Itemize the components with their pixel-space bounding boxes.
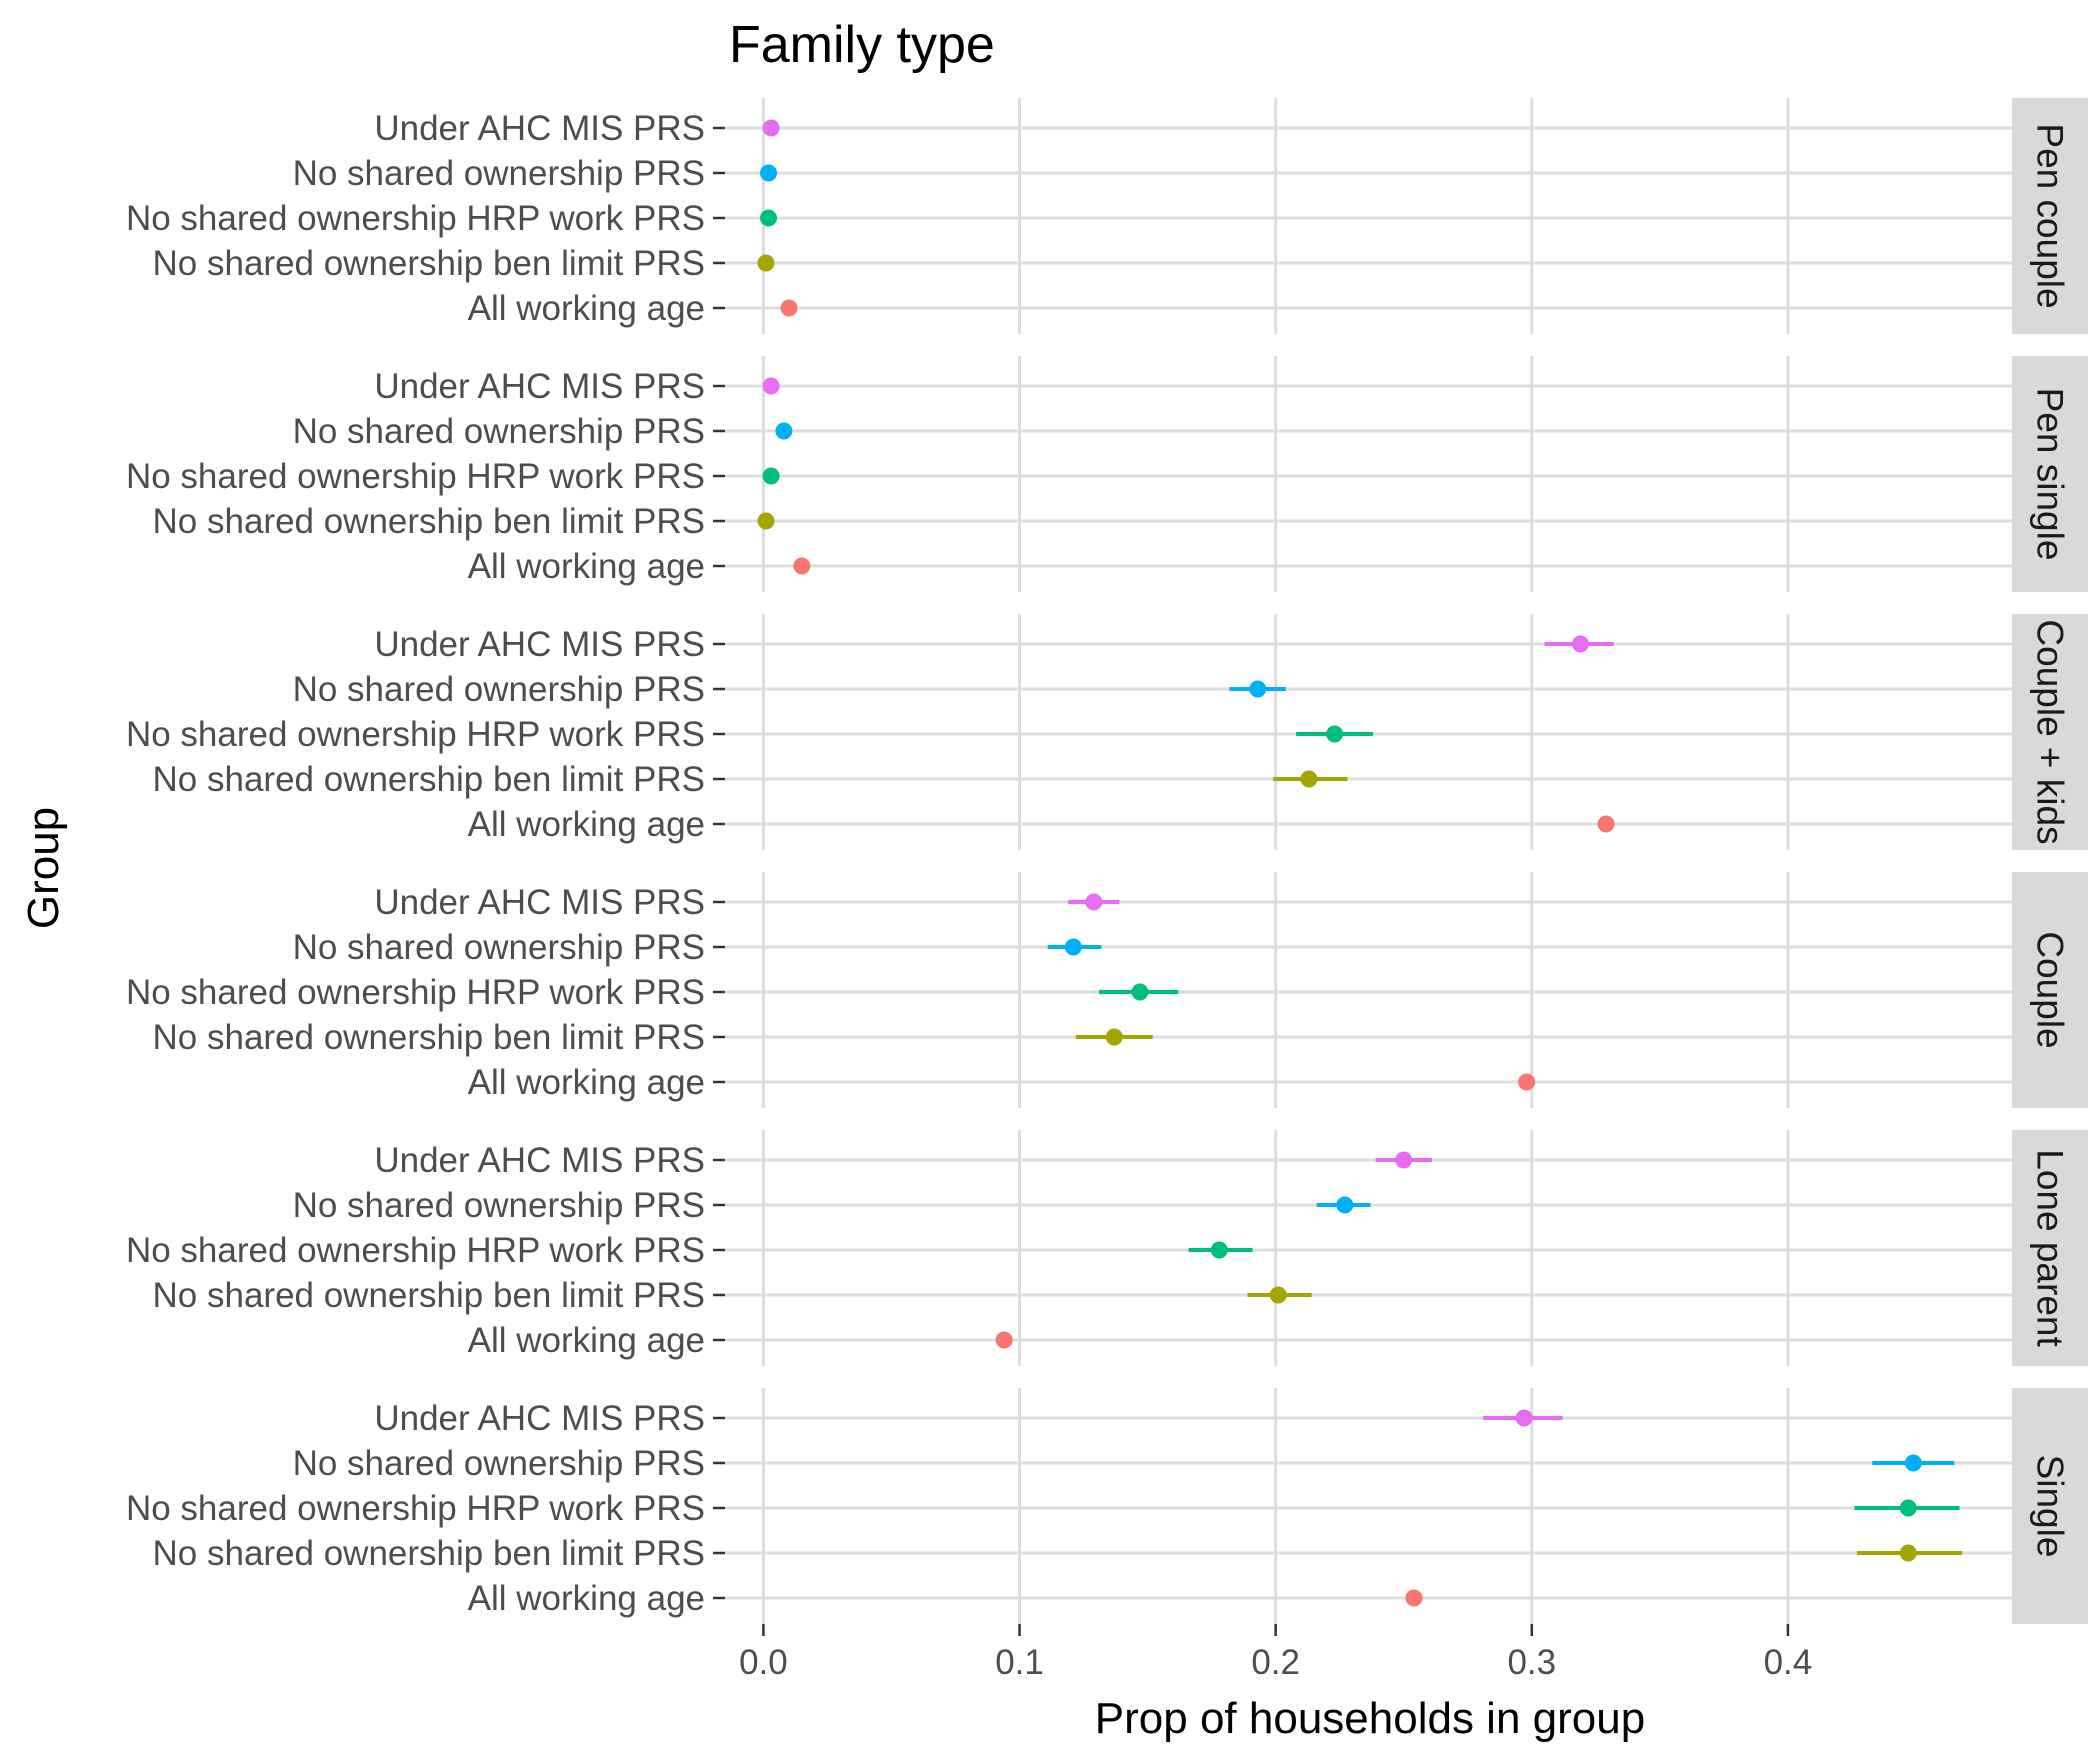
- point-no-shared-ownership-hrp-work-prs: [762, 467, 780, 485]
- y-tick-label: All working age: [468, 547, 705, 586]
- point-all-working-age: [780, 299, 798, 317]
- point-no-shared-ownership-prs: [775, 422, 793, 440]
- point-no-shared-ownership-prs: [1249, 680, 1267, 698]
- point-no-shared-ownership-hrp-work-prs: [1131, 983, 1149, 1001]
- y-tick-label: No shared ownership ben limit PRS: [153, 760, 705, 799]
- facet-strip-label: Couple: [2030, 931, 2071, 1048]
- point-no-shared-ownership-prs: [1336, 1196, 1354, 1214]
- point-under-ahc-mis-prs: [762, 119, 780, 137]
- y-tick-label: All working age: [468, 1321, 705, 1360]
- point-under-ahc-mis-prs: [1085, 893, 1103, 911]
- facet-strip: [2012, 614, 2088, 850]
- point-no-shared-ownership-prs: [1904, 1454, 1922, 1472]
- point-no-shared-ownership-ben-limit-prs: [1105, 1028, 1123, 1046]
- point-all-working-age: [793, 557, 811, 575]
- point-no-shared-ownership-hrp-work-prs: [760, 209, 778, 227]
- y-tick-label: No shared ownership PRS: [293, 1444, 705, 1483]
- x-tick-label: 0.1: [995, 1643, 1044, 1682]
- y-tick-label: No shared ownership PRS: [293, 154, 705, 193]
- y-tick-label: All working age: [468, 1579, 705, 1618]
- facet-strip: [2012, 1130, 2088, 1366]
- facet-strip-label: Couple + kids: [2030, 619, 2071, 844]
- facet-panels: Under AHC MIS PRS No shared ownership PRS…: [126, 98, 2088, 1624]
- y-axis-title: Group: [19, 807, 68, 929]
- point-no-shared-ownership-ben-limit-prs: [757, 254, 775, 272]
- facet-strip: [2012, 872, 2088, 1108]
- point-all-working-age: [995, 1331, 1013, 1349]
- panel-background: [725, 356, 2012, 592]
- facet-couple-kids: Under AHC MIS PRS No shared ownership PRS…: [126, 614, 2088, 850]
- facet-pen-single: Under AHC MIS PRS No shared ownership PRS…: [126, 356, 2088, 592]
- facet-couple: Under AHC MIS PRS No shared ownership PRS…: [126, 872, 2088, 1108]
- x-axis: 0.0 0.1 0.2 0.3 0.4: [739, 1624, 1812, 1682]
- y-tick-label: No shared ownership PRS: [293, 928, 705, 967]
- facet-strip-label: Pen single: [2030, 388, 2071, 561]
- y-tick-label: Under AHC MIS PRS: [374, 625, 705, 664]
- point-under-ahc-mis-prs: [1571, 635, 1589, 653]
- y-tick-label: No shared ownership ben limit PRS: [153, 1534, 705, 1573]
- point-no-shared-ownership-ben-limit-prs: [1300, 770, 1318, 788]
- point-all-working-age: [1405, 1589, 1423, 1607]
- point-no-shared-ownership-hrp-work-prs: [1326, 725, 1344, 743]
- panel-background: [725, 98, 2012, 334]
- facet-pen-couple: Under AHC MIS PRS No shared ownership PRS…: [126, 98, 2088, 334]
- x-tick-label: 0.3: [1507, 1643, 1556, 1682]
- y-tick-label: No shared ownership HRP work PRS: [126, 715, 705, 754]
- point-no-shared-ownership-ben-limit-prs: [1899, 1544, 1917, 1562]
- y-tick-label: All working age: [468, 289, 705, 328]
- x-tick-label: 0.4: [1764, 1643, 1813, 1682]
- y-tick-label: All working age: [468, 1063, 705, 1102]
- point-all-working-age: [1597, 815, 1615, 833]
- x-tick-label: 0.2: [1251, 1643, 1300, 1682]
- y-tick-label: No shared ownership HRP work PRS: [126, 1489, 705, 1528]
- y-tick-label: No shared ownership HRP work PRS: [126, 199, 705, 238]
- facet-strip: [2012, 1388, 2088, 1624]
- panel-background: [725, 1130, 2012, 1366]
- x-axis-title: Prop of households in group: [1095, 1694, 1645, 1743]
- y-tick-label: No shared ownership HRP work PRS: [126, 973, 705, 1012]
- y-tick-label: Under AHC MIS PRS: [374, 367, 705, 406]
- y-tick-label: Under AHC MIS PRS: [374, 883, 705, 922]
- point-no-shared-ownership-hrp-work-prs: [1899, 1499, 1917, 1517]
- y-tick-label: Under AHC MIS PRS: [374, 1399, 705, 1438]
- y-tick-label: No shared ownership HRP work PRS: [126, 457, 705, 496]
- facet-strip: [2012, 356, 2088, 592]
- point-all-working-age: [1518, 1073, 1536, 1091]
- facet-strip-label: Pen couple: [2030, 123, 2071, 308]
- point-under-ahc-mis-prs: [762, 377, 780, 395]
- point-no-shared-ownership-hrp-work-prs: [1210, 1241, 1228, 1259]
- y-tick-label: No shared ownership PRS: [293, 412, 705, 451]
- panel-background: [725, 872, 2012, 1108]
- facet-strip-label: Lone parent: [2030, 1149, 2071, 1347]
- y-tick-label: No shared ownership PRS: [293, 670, 705, 709]
- y-tick-label: No shared ownership HRP work PRS: [126, 1231, 705, 1270]
- y-tick-label: No shared ownership ben limit PRS: [153, 1018, 705, 1057]
- point-under-ahc-mis-prs: [1395, 1151, 1413, 1169]
- facet-strip: [2012, 98, 2088, 334]
- y-tick-label: No shared ownership PRS: [293, 1186, 705, 1225]
- point-no-shared-ownership-ben-limit-prs: [1269, 1286, 1287, 1304]
- y-tick-label: Under AHC MIS PRS: [374, 1141, 705, 1180]
- y-tick-label: No shared ownership ben limit PRS: [153, 1276, 705, 1315]
- y-tick-label: No shared ownership ben limit PRS: [153, 244, 705, 283]
- point-under-ahc-mis-prs: [1515, 1409, 1533, 1427]
- chart-title: Family type: [729, 16, 995, 74]
- panel-background: [725, 1388, 2012, 1624]
- facet-single: Under AHC MIS PRS No shared ownership PRS…: [126, 1388, 2088, 1624]
- y-tick-label: Under AHC MIS PRS: [374, 109, 705, 148]
- point-no-shared-ownership-prs: [1064, 938, 1082, 956]
- y-tick-label: No shared ownership ben limit PRS: [153, 502, 705, 541]
- point-no-shared-ownership-ben-limit-prs: [757, 512, 775, 530]
- x-tick-label: 0.0: [739, 1643, 788, 1682]
- facet-lone-parent: Under AHC MIS PRS No shared ownership PRS…: [126, 1130, 2088, 1366]
- facet-strip-label: Single: [2030, 1455, 2071, 1558]
- point-no-shared-ownership-prs: [760, 164, 778, 182]
- y-tick-label: All working age: [468, 805, 705, 844]
